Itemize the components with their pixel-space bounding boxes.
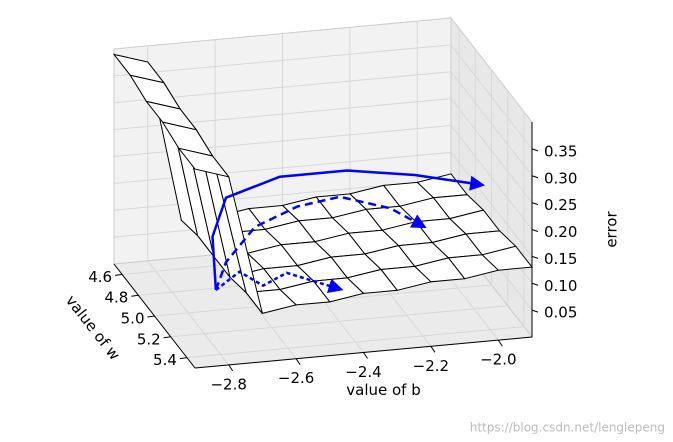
tick-mark xyxy=(295,358,301,365)
tick-mark xyxy=(531,202,539,206)
z-tick-label: 0.10 xyxy=(544,277,577,295)
grid-line xyxy=(186,326,524,359)
grid-line xyxy=(450,125,533,230)
trajectory xyxy=(211,169,486,291)
tick-mark xyxy=(531,229,539,232)
x-tick-label: −2.8 xyxy=(210,375,246,393)
tick-mark xyxy=(228,364,234,372)
tick-mark xyxy=(179,357,187,360)
tick-mark xyxy=(531,255,539,259)
trajectory xyxy=(214,195,427,291)
y-tick-label: 5.0 xyxy=(121,310,145,328)
grid-line xyxy=(450,71,533,177)
grid-line xyxy=(450,44,533,150)
tick-mark xyxy=(131,294,139,297)
y-tick-label: 4.8 xyxy=(104,289,128,307)
z-tick-label: 0.35 xyxy=(544,142,577,160)
z-tick-label: 0.30 xyxy=(544,169,577,187)
grid-line xyxy=(450,152,533,257)
x-tick-label: −2.0 xyxy=(480,351,516,369)
z-tick-label: 0.20 xyxy=(544,223,577,241)
z-tick-label: 0.25 xyxy=(544,196,577,214)
x-tick-label: −2.2 xyxy=(413,357,449,375)
y-tick-label: 4.6 xyxy=(88,268,112,286)
tick-mark xyxy=(531,282,539,286)
watermark: https://blog.csdn.net/lenglepeng xyxy=(470,421,665,435)
tick-mark xyxy=(531,309,539,313)
tick-mark xyxy=(430,346,436,353)
tick-mark xyxy=(147,315,155,318)
x-axis-label: value of b xyxy=(346,381,421,399)
tick-mark xyxy=(163,336,171,339)
trajectory xyxy=(215,270,344,293)
z-tick-label: 0.05 xyxy=(544,304,577,322)
grid-line xyxy=(450,98,533,203)
surface-patch xyxy=(177,147,230,178)
y-tick-label: 5.4 xyxy=(153,351,177,369)
x-tick-label: −2.6 xyxy=(278,369,314,387)
tick-mark xyxy=(363,352,368,359)
grid-line xyxy=(113,151,452,184)
tick-mark xyxy=(497,339,503,347)
x-tick-label: −2.4 xyxy=(345,363,381,381)
axis-line xyxy=(113,263,196,369)
z-tick-label: 0.15 xyxy=(544,250,577,268)
z-axis-label: error xyxy=(603,211,621,248)
axis-line xyxy=(194,336,533,369)
tick-mark xyxy=(115,273,123,276)
tick-mark xyxy=(531,148,539,152)
y-tick-label: 5.2 xyxy=(137,330,161,348)
tick-mark xyxy=(531,175,539,179)
grid-line xyxy=(170,305,508,338)
grid-line xyxy=(113,44,452,77)
